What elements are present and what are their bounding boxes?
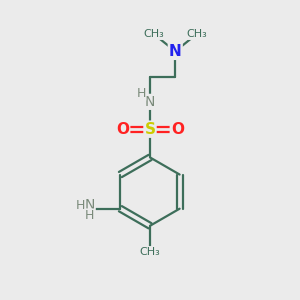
Text: O: O	[171, 122, 184, 137]
Text: H: H	[85, 209, 94, 222]
Text: CH₃: CH₃	[140, 247, 160, 257]
Text: H: H	[75, 199, 85, 212]
Text: N: N	[145, 95, 155, 109]
Text: CH₃: CH₃	[143, 29, 164, 39]
Text: S: S	[145, 122, 155, 137]
Text: CH₃: CH₃	[186, 29, 207, 39]
Text: N: N	[84, 198, 95, 212]
Text: H: H	[136, 87, 146, 100]
Text: N: N	[169, 44, 182, 59]
Text: O: O	[116, 122, 129, 137]
